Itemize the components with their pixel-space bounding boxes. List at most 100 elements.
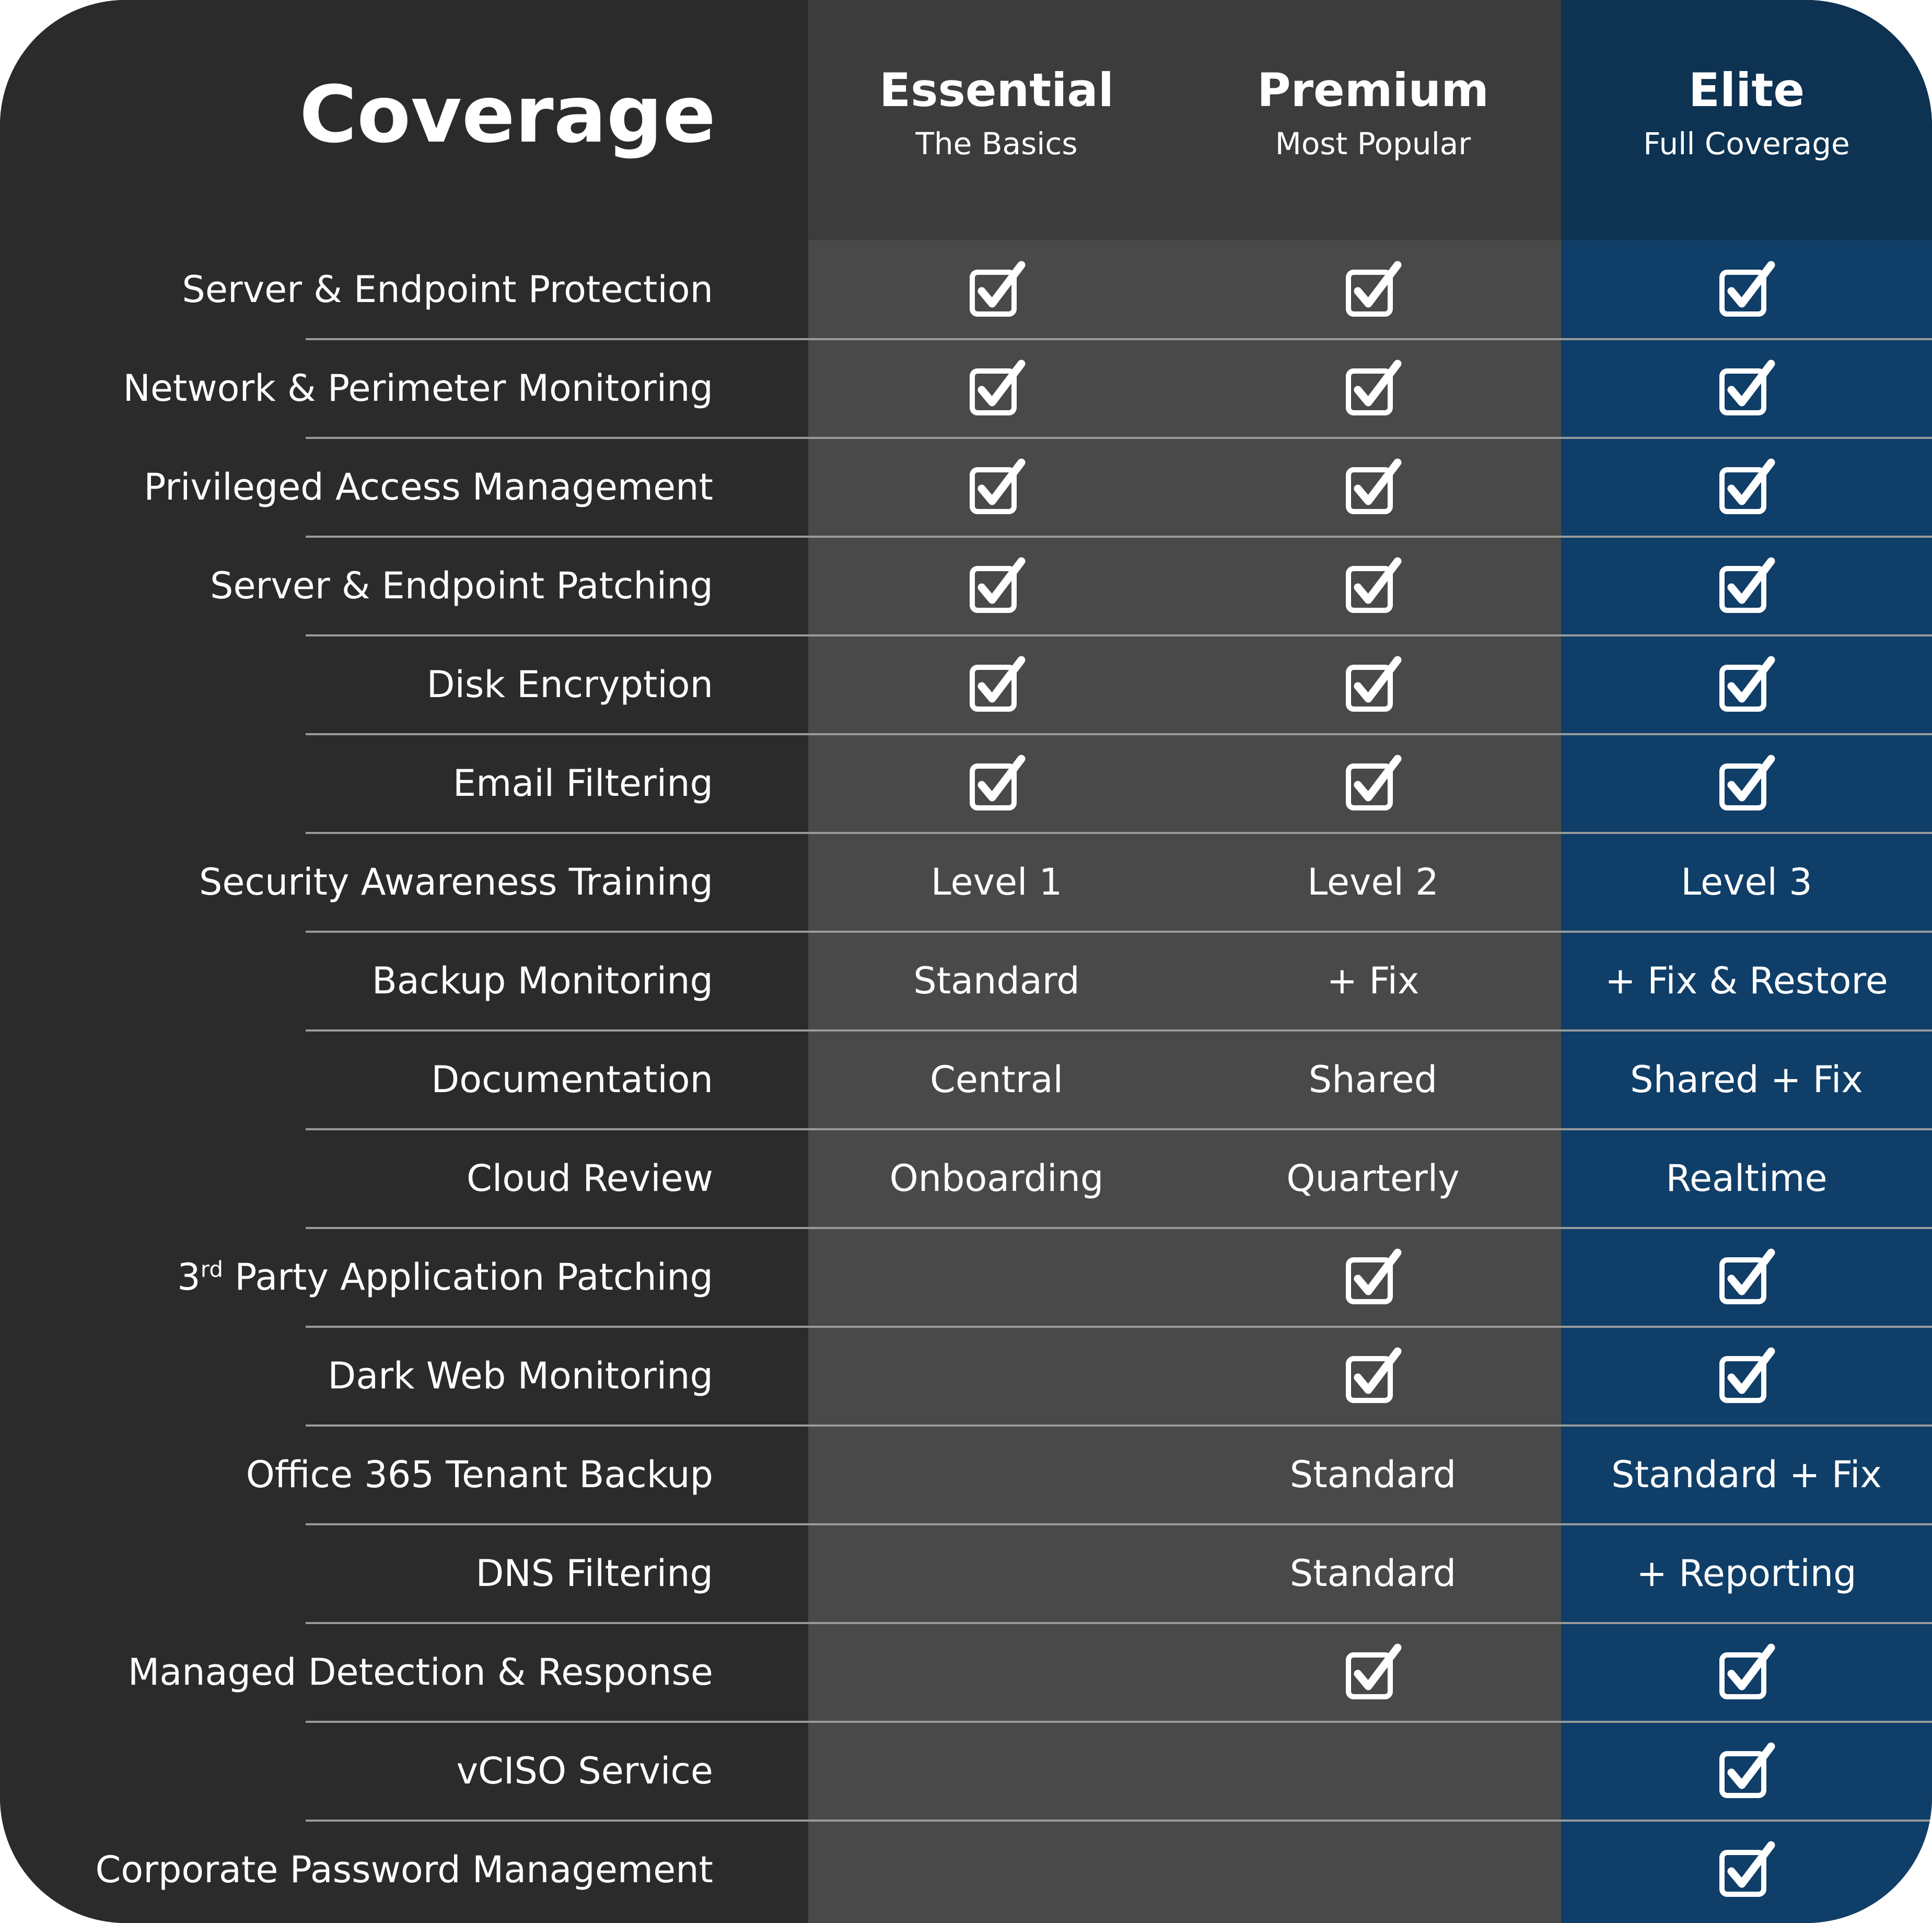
- cell-elite: [1561, 635, 1932, 734]
- feature-label-superscript: rd: [200, 1256, 223, 1282]
- cell-elite: + Fix & Restore: [1561, 932, 1932, 1030]
- cell-elite: [1561, 537, 1932, 635]
- cell-value: Standard: [913, 959, 1080, 1002]
- plan-name-elite: Elite: [1688, 63, 1805, 117]
- cell-premium: Standard: [1185, 1524, 1561, 1623]
- table-row: Privileged Access Management: [0, 438, 1932, 537]
- cell-elite: [1561, 734, 1932, 833]
- row-divider: [306, 338, 1932, 340]
- row-divider: [306, 437, 1932, 439]
- cell-essential: [808, 1426, 1185, 1524]
- header-elite-cell: [1561, 0, 1932, 240]
- row-divider: [306, 733, 1932, 735]
- header-premium-cell: [1185, 0, 1561, 240]
- cell-value: Standard: [1289, 1453, 1457, 1496]
- table-row: DNS Filtering Standard + Reporting: [0, 1524, 1932, 1623]
- checkbox-check-icon: [1344, 458, 1402, 514]
- feature-label-text: Server & Endpoint Protection: [182, 268, 713, 311]
- cell-premium: [1185, 240, 1561, 339]
- checkbox-check-icon: [1344, 1643, 1402, 1699]
- checkbox-check-icon: [968, 656, 1026, 712]
- cell-essential: [808, 339, 1185, 438]
- cell-essential: [808, 1821, 1185, 1919]
- checkbox-check-icon: [1718, 1248, 1775, 1304]
- feature-label: Documentation: [0, 1030, 713, 1129]
- header-label-cell: [0, 0, 808, 240]
- cell-value: Shared: [1308, 1058, 1438, 1101]
- row-divider: [306, 1424, 1932, 1427]
- checkbox-check-icon: [1718, 1841, 1775, 1897]
- feature-label: 3rd Party Application Patching: [0, 1228, 713, 1327]
- feature-label: vCISO Service: [0, 1722, 713, 1821]
- cell-value: Standard: [1289, 1552, 1457, 1595]
- feature-label: Email Filtering: [0, 734, 713, 833]
- table-row: Managed Detection & Response: [0, 1623, 1932, 1722]
- table-row: vCISO Service: [0, 1722, 1932, 1821]
- feature-label-text: Network & Perimeter Monitoring: [123, 367, 713, 410]
- feature-label: Privileged Access Management: [0, 438, 713, 537]
- table-row: Backup Monitoring Standard + Fix + Fix & Re…: [0, 932, 1932, 1030]
- cell-premium: [1185, 1327, 1561, 1426]
- row-divider: [306, 536, 1932, 538]
- cell-value: Level 2: [1307, 861, 1439, 903]
- cell-elite: Standard + Fix: [1561, 1426, 1932, 1524]
- cell-essential: [808, 1327, 1185, 1426]
- elite-column-background: [1561, 0, 1932, 1923]
- checkbox-check-icon: [1718, 1347, 1775, 1403]
- row-divider: [306, 1820, 1932, 1822]
- cell-elite: + Reporting: [1561, 1524, 1932, 1623]
- cell-essential: Onboarding: [808, 1129, 1185, 1228]
- cell-premium: [1185, 339, 1561, 438]
- table-row: Email Filtering: [0, 734, 1932, 833]
- cell-premium: Quarterly: [1185, 1129, 1561, 1228]
- cell-premium: Shared: [1185, 1030, 1561, 1129]
- checkbox-check-icon: [1344, 557, 1402, 613]
- checkbox-check-icon: [1718, 261, 1775, 317]
- checkbox-check-icon: [1344, 360, 1402, 415]
- cell-premium: [1185, 734, 1561, 833]
- feature-label: Cloud Review: [0, 1129, 713, 1228]
- row-divider: [306, 634, 1932, 636]
- cell-essential: [808, 1228, 1185, 1327]
- row-divider: [306, 1523, 1932, 1525]
- row-divider: [306, 1227, 1932, 1229]
- feature-label: Managed Detection & Response: [0, 1623, 713, 1722]
- cell-elite: [1561, 438, 1932, 537]
- row-divider: [306, 931, 1932, 933]
- cell-value: + Fix: [1326, 959, 1419, 1002]
- cell-essential: Central: [808, 1030, 1185, 1129]
- cell-premium: [1185, 635, 1561, 734]
- cell-premium: [1185, 537, 1561, 635]
- feature-label-text: Server & Endpoint Patching: [210, 564, 713, 607]
- feature-label-text: Cloud Review: [467, 1157, 713, 1200]
- feature-label-text: Security Awareness Training: [199, 861, 713, 903]
- row-divider: [306, 832, 1932, 834]
- row-divider: [306, 1622, 1932, 1624]
- essential-column-background: [808, 0, 1185, 1923]
- table-row: Office 365 Tenant Backup Standard Standard…: [0, 1426, 1932, 1524]
- cell-elite: Realtime: [1561, 1129, 1932, 1228]
- feature-label-text: Managed Detection & Response: [127, 1651, 713, 1694]
- cell-premium: Level 2: [1185, 833, 1561, 932]
- feature-label: Server & Endpoint Patching: [0, 537, 713, 635]
- feature-label: Dark Web Monitoring: [0, 1327, 713, 1426]
- cell-essential: [808, 635, 1185, 734]
- table-row: Server & Endpoint Patching: [0, 537, 1932, 635]
- plan-subtitle-essential: The Basics: [915, 126, 1078, 161]
- cell-essential: Standard: [808, 932, 1185, 1030]
- cell-essential: [808, 438, 1185, 537]
- cell-essential: Level 1: [808, 833, 1185, 932]
- feature-label-text: DNS Filtering: [475, 1552, 713, 1595]
- feature-label-text: Email Filtering: [452, 762, 713, 805]
- feature-label: Network & Perimeter Monitoring: [0, 339, 713, 438]
- cell-essential: [808, 1623, 1185, 1722]
- checkbox-check-icon: [968, 360, 1026, 415]
- cell-elite: [1561, 1821, 1932, 1919]
- table-row: Network & Perimeter Monitoring: [0, 339, 1932, 438]
- checkbox-check-icon: [1344, 656, 1402, 712]
- table-row: Disk Encryption: [0, 635, 1932, 734]
- feature-label: Corporate Password Management: [0, 1821, 713, 1919]
- checkbox-check-icon: [1718, 557, 1775, 613]
- cell-elite: Level 3: [1561, 833, 1932, 932]
